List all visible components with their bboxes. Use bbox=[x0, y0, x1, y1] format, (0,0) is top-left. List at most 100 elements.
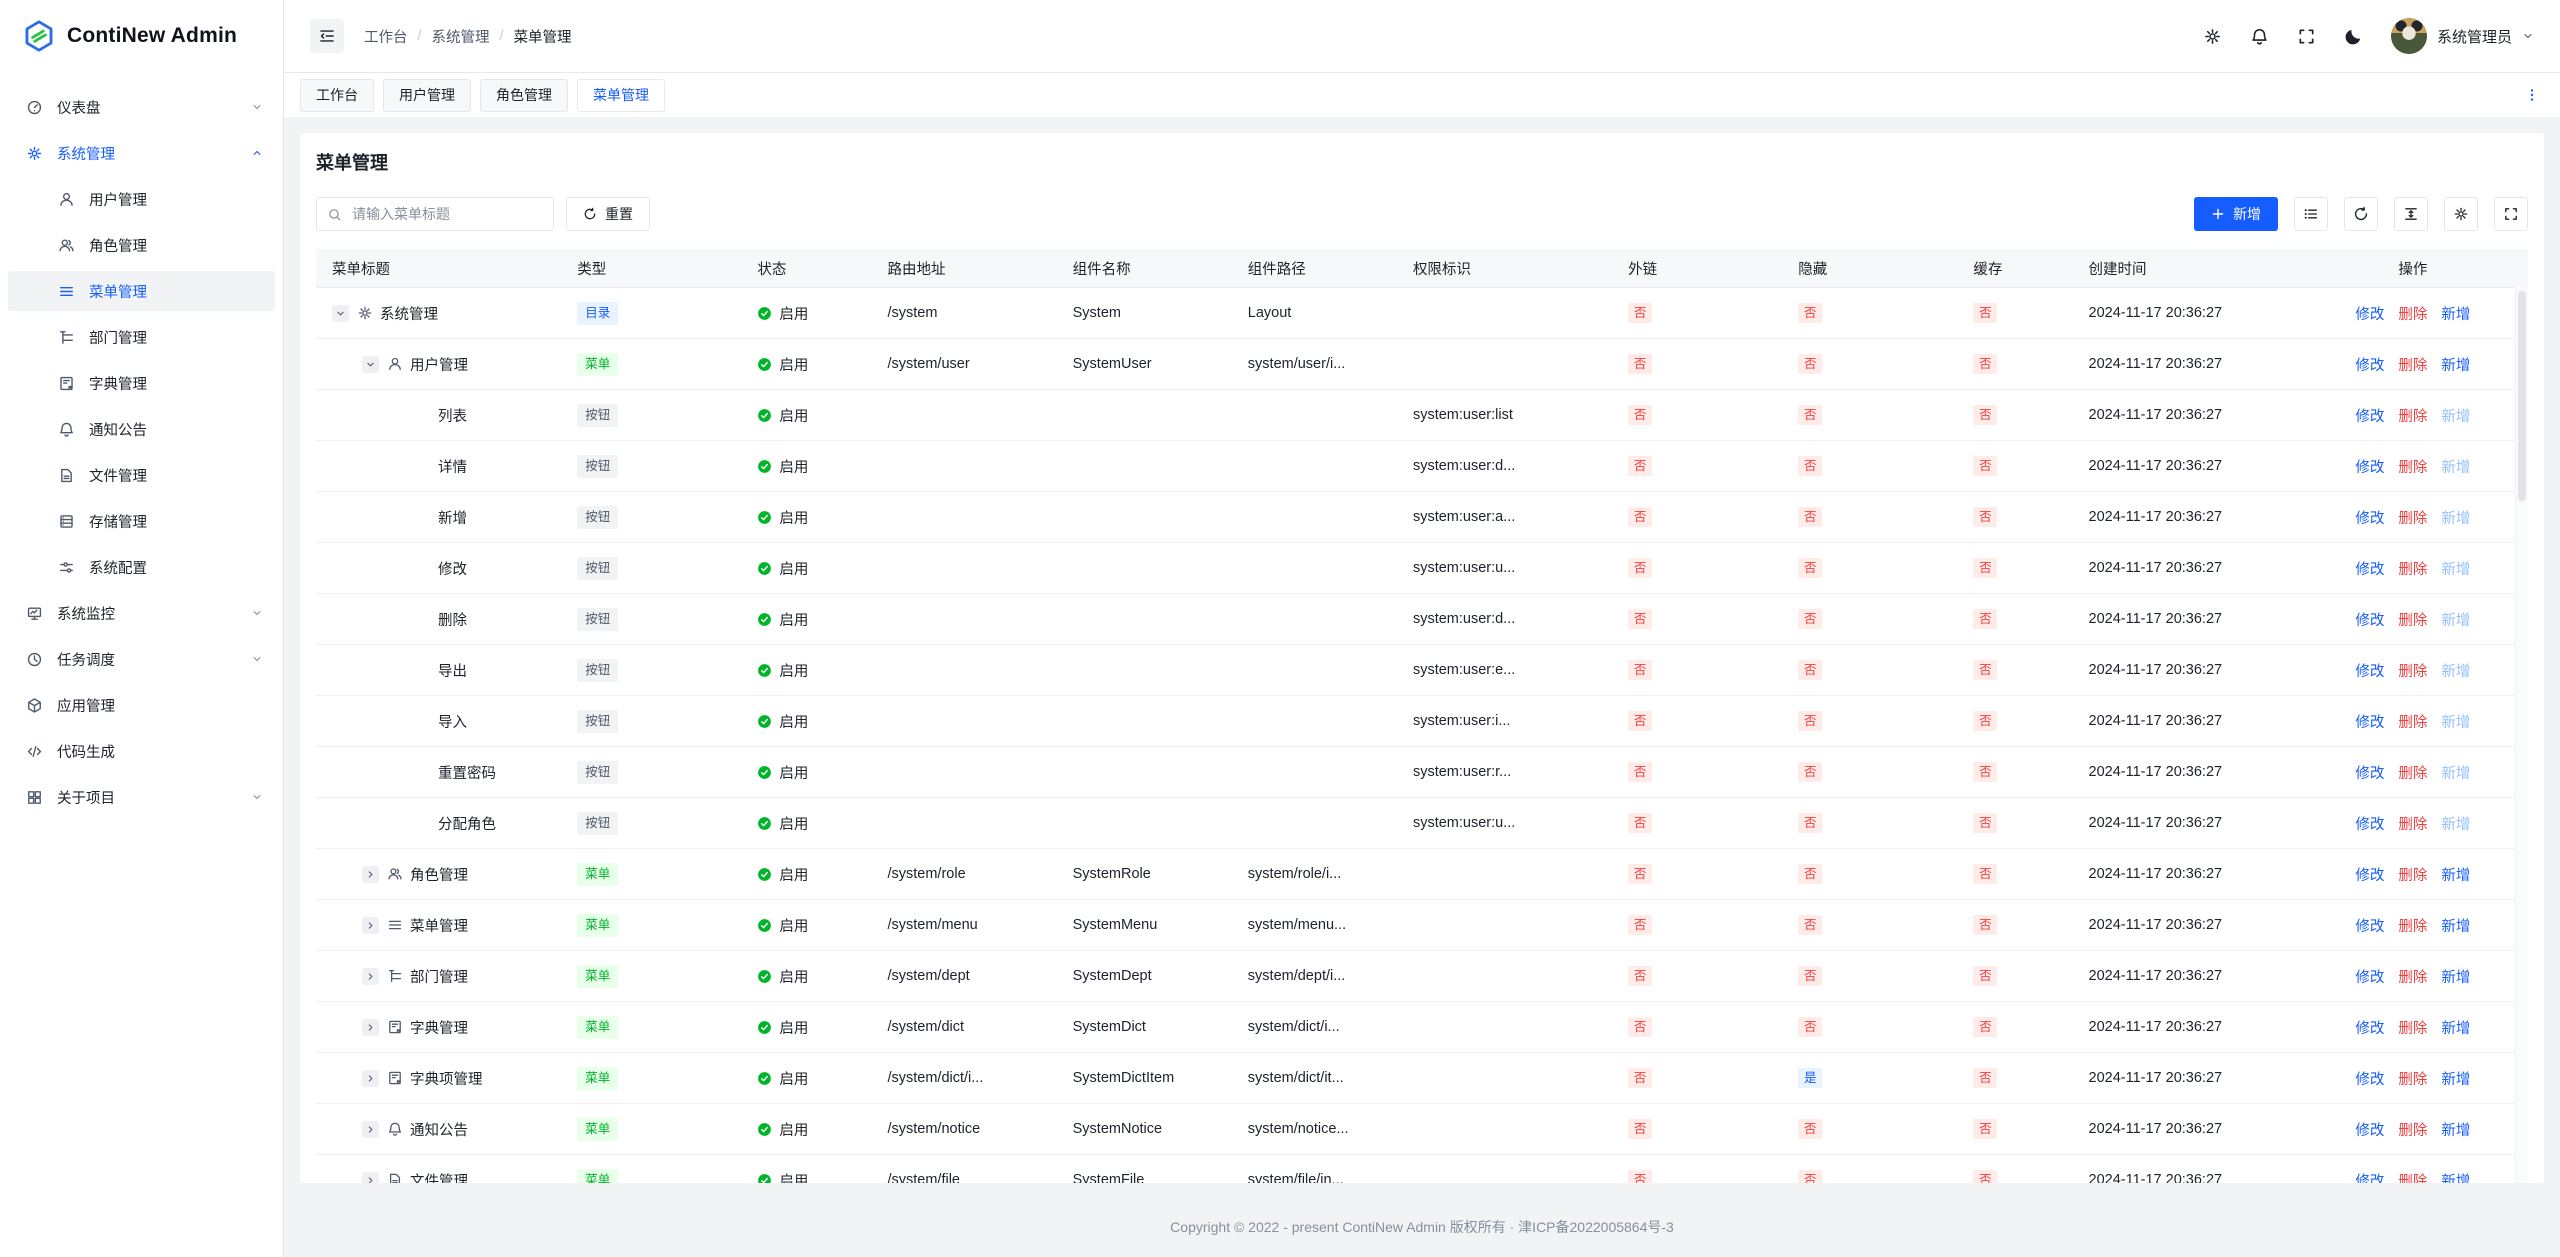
add-link[interactable]: 新增 bbox=[2441, 510, 2471, 527]
row-expand-button[interactable] bbox=[332, 304, 349, 322]
add-button[interactable]: 新增 bbox=[2194, 197, 2278, 231]
fullscreen-icon[interactable] bbox=[2297, 27, 2316, 46]
settings-icon[interactable] bbox=[2203, 27, 2222, 46]
add-link[interactable]: 新增 bbox=[2441, 1071, 2471, 1088]
tab-3[interactable]: 角色管理 bbox=[480, 78, 568, 112]
edit-link[interactable]: 修改 bbox=[2355, 561, 2385, 578]
sidebar-item-clock[interactable]: 任务调度 bbox=[8, 639, 275, 679]
row-expand-button[interactable] bbox=[362, 916, 379, 934]
tab-1[interactable]: 工作台 bbox=[300, 78, 374, 112]
sidebar-item-monitor[interactable]: 系统监控 bbox=[8, 593, 275, 633]
delete-link[interactable]: 删除 bbox=[2398, 459, 2428, 476]
add-link[interactable]: 新增 bbox=[2441, 561, 2471, 578]
edit-link[interactable]: 修改 bbox=[2355, 357, 2385, 374]
delete-link[interactable]: 删除 bbox=[2398, 1071, 2428, 1088]
delete-link[interactable]: 删除 bbox=[2398, 663, 2428, 680]
edit-link[interactable]: 修改 bbox=[2355, 306, 2385, 323]
delete-link[interactable]: 删除 bbox=[2398, 969, 2428, 986]
add-link[interactable]: 新增 bbox=[2441, 408, 2471, 425]
sidebar-item-file[interactable]: 文件管理 bbox=[8, 455, 275, 495]
edit-link[interactable]: 修改 bbox=[2355, 1122, 2385, 1139]
delete-link[interactable]: 删除 bbox=[2398, 612, 2428, 629]
delete-link[interactable]: 删除 bbox=[2398, 1122, 2428, 1139]
user-menu[interactable]: 系统管理员 bbox=[2390, 18, 2534, 54]
delete-link[interactable]: 删除 bbox=[2398, 408, 2428, 425]
sidebar-item-cube[interactable]: 应用管理 bbox=[8, 685, 275, 725]
edit-link[interactable]: 修改 bbox=[2355, 918, 2385, 935]
row-expand-button[interactable] bbox=[362, 1171, 379, 1183]
delete-link[interactable]: 删除 bbox=[2398, 918, 2428, 935]
breadcrumb-item[interactable]: 系统管理 bbox=[431, 29, 490, 46]
fullscreen-button[interactable] bbox=[2494, 197, 2528, 231]
breadcrumb-item[interactable]: 菜单管理 bbox=[513, 29, 572, 46]
delete-link[interactable]: 删除 bbox=[2398, 561, 2428, 578]
sidebar-item-dict[interactable]: 字典管理 bbox=[8, 363, 275, 403]
row-expand-button[interactable] bbox=[362, 1120, 379, 1138]
edit-link[interactable]: 修改 bbox=[2355, 663, 2385, 680]
add-link[interactable]: 新增 bbox=[2441, 765, 2471, 782]
row-expand-button[interactable] bbox=[362, 1069, 379, 1087]
sidebar-item-sliders[interactable]: 系统配置 bbox=[8, 547, 275, 587]
delete-link[interactable]: 删除 bbox=[2398, 816, 2428, 833]
add-link[interactable]: 新增 bbox=[2441, 459, 2471, 476]
add-link[interactable]: 新增 bbox=[2441, 612, 2471, 629]
edit-link[interactable]: 修改 bbox=[2355, 408, 2385, 425]
tab-2[interactable]: 用户管理 bbox=[383, 78, 471, 112]
add-link[interactable]: 新增 bbox=[2441, 1173, 2471, 1184]
tab-4[interactable]: 菜单管理 bbox=[577, 78, 665, 112]
refresh-button[interactable] bbox=[2344, 197, 2378, 231]
add-link[interactable]: 新增 bbox=[2441, 714, 2471, 731]
delete-link[interactable]: 删除 bbox=[2398, 306, 2428, 323]
row-expand-button[interactable] bbox=[362, 967, 379, 985]
edit-link[interactable]: 修改 bbox=[2355, 510, 2385, 527]
sidebar-item-code[interactable]: 代码生成 bbox=[8, 731, 275, 771]
add-link[interactable]: 新增 bbox=[2441, 816, 2471, 833]
add-link[interactable]: 新增 bbox=[2441, 306, 2471, 323]
add-link[interactable]: 新增 bbox=[2441, 918, 2471, 935]
sidebar-item-users[interactable]: 角色管理 bbox=[8, 225, 275, 265]
delete-link[interactable]: 删除 bbox=[2398, 1173, 2428, 1184]
sidebar-item-menu[interactable]: 菜单管理 bbox=[8, 271, 275, 311]
edit-link[interactable]: 修改 bbox=[2355, 459, 2385, 476]
scrollbar-thumb[interactable] bbox=[2518, 291, 2526, 501]
search-input[interactable] bbox=[350, 205, 543, 223]
delete-link[interactable]: 删除 bbox=[2398, 357, 2428, 374]
row-expand-button[interactable] bbox=[362, 355, 379, 373]
breadcrumb-item[interactable]: 工作台 bbox=[364, 29, 408, 46]
edit-link[interactable]: 修改 bbox=[2355, 765, 2385, 782]
row-expand-button[interactable] bbox=[362, 1018, 379, 1036]
add-link[interactable]: 新增 bbox=[2441, 1020, 2471, 1037]
add-link[interactable]: 新增 bbox=[2441, 867, 2471, 884]
delete-link[interactable]: 删除 bbox=[2398, 1020, 2428, 1037]
bell-icon[interactable] bbox=[2250, 27, 2269, 46]
sidebar-item-storage[interactable]: 存储管理 bbox=[8, 501, 275, 541]
delete-link[interactable]: 删除 bbox=[2398, 510, 2428, 527]
delete-link[interactable]: 删除 bbox=[2398, 867, 2428, 884]
reset-button[interactable]: 重置 bbox=[566, 197, 650, 231]
tab-more-button[interactable] bbox=[2520, 83, 2544, 107]
delete-link[interactable]: 删除 bbox=[2398, 714, 2428, 731]
sidebar-item-bell[interactable]: 通知公告 bbox=[8, 409, 275, 449]
edit-link[interactable]: 修改 bbox=[2355, 816, 2385, 833]
sidebar-item-grid[interactable]: 关于项目 bbox=[8, 777, 275, 817]
edit-link[interactable]: 修改 bbox=[2355, 714, 2385, 731]
edit-link[interactable]: 修改 bbox=[2355, 867, 2385, 884]
edit-link[interactable]: 修改 bbox=[2355, 612, 2385, 629]
edit-link[interactable]: 修改 bbox=[2355, 969, 2385, 986]
edit-link[interactable]: 修改 bbox=[2355, 1173, 2385, 1184]
sidebar-item-dashboard[interactable]: 仪表盘 bbox=[8, 87, 275, 127]
settings-button[interactable] bbox=[2444, 197, 2478, 231]
row-expand-button[interactable] bbox=[362, 865, 379, 883]
delete-link[interactable]: 删除 bbox=[2398, 765, 2428, 782]
add-link[interactable]: 新增 bbox=[2441, 1122, 2471, 1139]
edit-link[interactable]: 修改 bbox=[2355, 1020, 2385, 1037]
scrollbar[interactable] bbox=[2515, 287, 2528, 1183]
line-height-button[interactable] bbox=[2394, 197, 2428, 231]
add-link[interactable]: 新增 bbox=[2441, 969, 2471, 986]
edit-link[interactable]: 修改 bbox=[2355, 1071, 2385, 1088]
sidebar-collapse-button[interactable] bbox=[310, 19, 344, 53]
moon-icon[interactable] bbox=[2344, 27, 2363, 46]
sidebar-item-user[interactable]: 用户管理 bbox=[8, 179, 275, 219]
list-button[interactable] bbox=[2294, 197, 2328, 231]
sidebar-item-settings[interactable]: 系统管理 bbox=[8, 133, 275, 173]
